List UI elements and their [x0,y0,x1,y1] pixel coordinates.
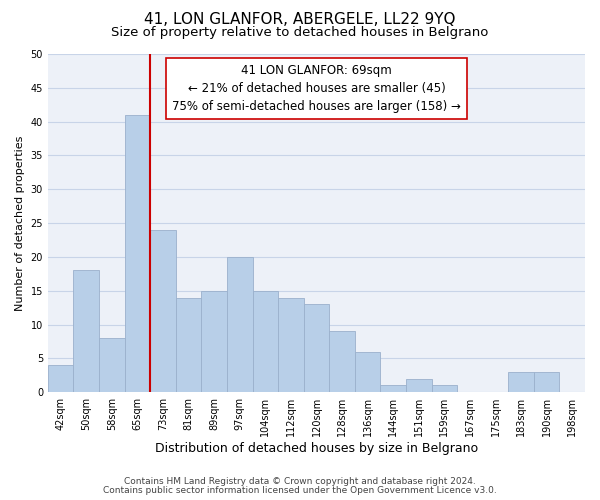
Bar [355,352,380,392]
Bar [253,290,278,392]
Text: Contains HM Land Registry data © Crown copyright and database right 2024.: Contains HM Land Registry data © Crown c… [124,477,476,486]
Bar [227,257,253,392]
Bar [125,115,150,392]
Y-axis label: Number of detached properties: Number of detached properties [15,136,25,311]
Bar [278,298,304,392]
Text: 41 LON GLANFOR: 69sqm
← 21% of detached houses are smaller (45)
75% of semi-deta: 41 LON GLANFOR: 69sqm ← 21% of detached … [172,64,461,113]
Bar [329,332,355,392]
Bar [508,372,534,392]
X-axis label: Distribution of detached houses by size in Belgrano: Distribution of detached houses by size … [155,442,478,455]
Bar [202,290,227,392]
Bar [304,304,329,392]
Bar [99,338,125,392]
Bar [431,386,457,392]
Text: Contains public sector information licensed under the Open Government Licence v3: Contains public sector information licen… [103,486,497,495]
Bar [150,230,176,392]
Bar [73,270,99,392]
Text: 41, LON GLANFOR, ABERGELE, LL22 9YQ: 41, LON GLANFOR, ABERGELE, LL22 9YQ [144,12,456,28]
Text: Size of property relative to detached houses in Belgrano: Size of property relative to detached ho… [112,26,488,39]
Bar [406,378,431,392]
Bar [176,298,202,392]
Bar [534,372,559,392]
Bar [380,386,406,392]
Bar [48,365,73,392]
